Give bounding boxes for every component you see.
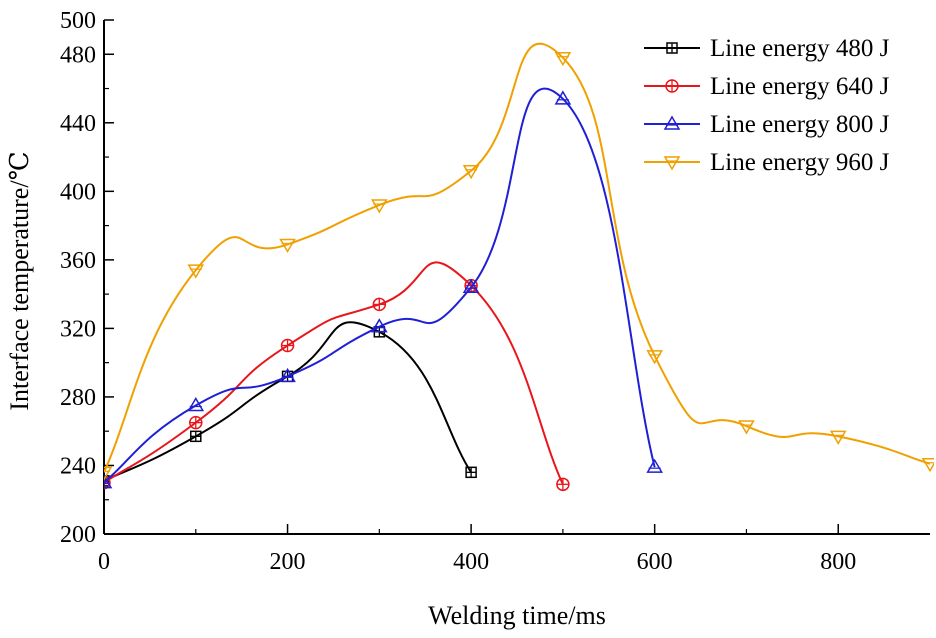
legend-label: Line energy 480 J: [710, 35, 890, 62]
legend-item: Line energy 800 J: [644, 111, 890, 138]
legend-label: Line energy 800 J: [710, 111, 890, 138]
y-tick-label: 480: [60, 42, 96, 68]
data-point: [279, 238, 296, 253]
x-tick-label: 400: [453, 549, 489, 575]
legend-label: Line energy 960 J: [710, 149, 890, 176]
data-point: [187, 397, 205, 412]
point-marker: [554, 51, 572, 67]
point-marker: [187, 397, 205, 412]
data-point: [372, 297, 387, 312]
chart-axes: [103, 20, 930, 535]
x-tick-label: 200: [270, 549, 306, 575]
data-point: [371, 318, 388, 333]
point-marker: [462, 165, 480, 180]
y-tick-label: 240: [60, 453, 96, 479]
point-marker: [187, 264, 205, 279]
data-point: [666, 42, 678, 54]
data-point: [646, 458, 663, 473]
series-line: [104, 261, 564, 485]
chart-series: [104, 42, 934, 492]
x-tick-label: 0: [98, 549, 110, 575]
point-marker: [646, 350, 663, 365]
data-point: [462, 165, 480, 180]
series-2: [104, 261, 570, 492]
data-point: [104, 466, 113, 481]
data-point: [462, 278, 480, 294]
y-axis-title: Interface temperature/℃: [5, 151, 34, 410]
series-line: [104, 87, 656, 484]
y-tick-label: 200: [60, 522, 96, 548]
data-point: [554, 90, 572, 105]
data-point: [465, 466, 477, 479]
point-marker: [371, 318, 388, 333]
point-marker: [554, 90, 572, 105]
data-point: [189, 415, 203, 430]
y-tick-label: 500: [60, 8, 96, 34]
data-point: [646, 350, 663, 365]
point-marker: [104, 466, 113, 481]
legend-item: Line energy 960 J: [644, 149, 890, 176]
legend-item: Line energy 480 J: [644, 35, 890, 62]
data-point: [921, 458, 934, 473]
x-axis-title: Welding time/ms: [428, 601, 606, 630]
y-tick-label: 360: [60, 248, 96, 274]
point-marker: [663, 115, 681, 130]
data-point: [187, 264, 205, 279]
point-marker: [279, 367, 296, 383]
data-point: [554, 51, 572, 67]
y-tick-label: 440: [60, 111, 96, 137]
legend-label: Line energy 640 J: [710, 73, 890, 100]
point-marker: [663, 156, 681, 171]
data-point: [556, 477, 570, 492]
y-tick-label: 280: [60, 385, 96, 411]
y-tick-label: 400: [60, 179, 96, 205]
data-point: [663, 156, 681, 171]
x-tick-label: 600: [637, 549, 673, 575]
series-4: [104, 42, 934, 481]
data-point: [104, 474, 113, 489]
point-marker: [104, 474, 113, 489]
point-marker: [738, 420, 755, 435]
point-marker: [462, 278, 480, 294]
chart-legend: Line energy 480 J Line energy 640 J Line e…: [644, 35, 890, 176]
series-line: [104, 321, 472, 482]
data-point: [829, 430, 847, 445]
data-point: [280, 338, 295, 353]
point-marker: [371, 199, 388, 214]
legend-item: Line energy 640 J: [644, 73, 890, 100]
point-marker: [279, 238, 296, 253]
y-tick-label: 320: [60, 316, 96, 342]
point-marker: [829, 430, 847, 445]
data-point: [663, 115, 681, 130]
x-tick-label: 800: [820, 549, 856, 575]
point-marker: [646, 458, 663, 473]
data-point: [279, 367, 296, 383]
data-point: [371, 199, 388, 214]
point-marker: [921, 458, 934, 473]
data-point: [190, 430, 202, 443]
series-line: [104, 42, 931, 473]
data-point: [665, 79, 679, 93]
data-point: [738, 420, 755, 435]
series-3: [104, 87, 663, 489]
